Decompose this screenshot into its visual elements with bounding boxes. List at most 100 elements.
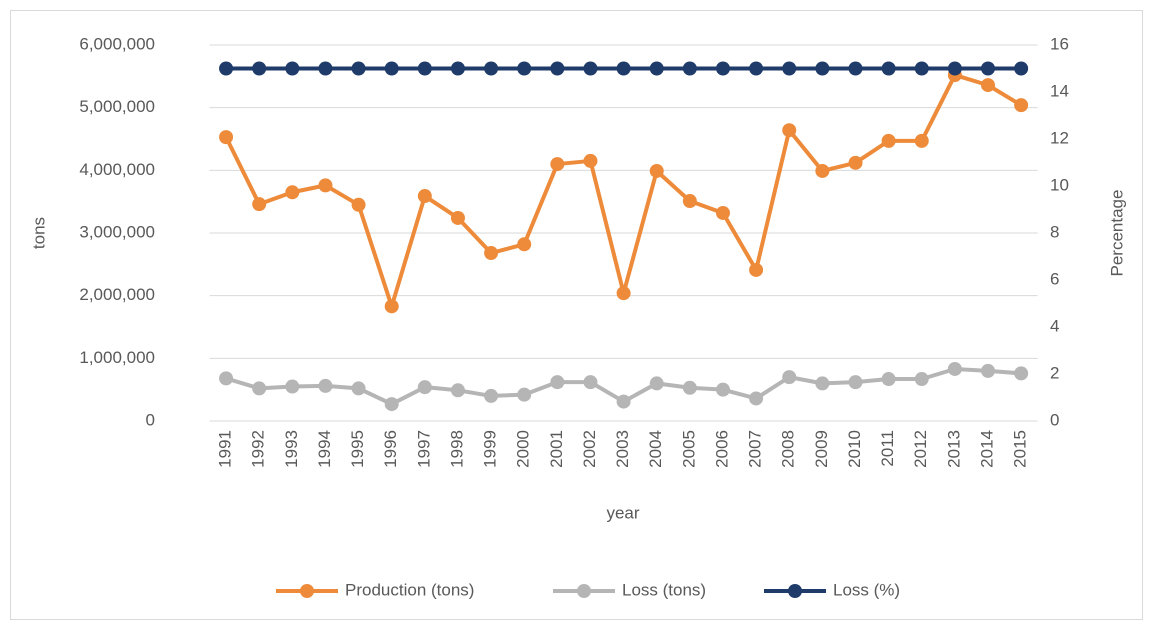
x-tick-label: 2015 <box>1011 430 1030 468</box>
point-marker <box>848 61 863 76</box>
x-tick-label: 2001 <box>547 430 566 468</box>
point-marker <box>450 61 465 76</box>
x-tick-label: 2010 <box>845 430 864 468</box>
y-tick-label: 0 <box>146 410 155 429</box>
point-marker <box>848 375 863 390</box>
point-marker <box>682 194 697 209</box>
point-marker <box>583 375 598 390</box>
x-tick-label: 1993 <box>282 430 301 468</box>
x-tick-label: 1995 <box>348 430 367 468</box>
point-marker <box>318 61 333 76</box>
x-tick-label: 2008 <box>779 430 798 468</box>
point-marker <box>484 61 499 76</box>
point-marker <box>417 380 432 395</box>
point-marker <box>484 388 499 403</box>
point-marker <box>252 197 267 212</box>
y-tick-label: 4,000,000 <box>79 160 155 179</box>
x-tick-label: 1999 <box>481 430 500 468</box>
point-marker <box>219 61 234 76</box>
point-marker <box>517 237 532 252</box>
point-marker <box>782 61 797 76</box>
point-marker <box>649 163 664 178</box>
point-marker <box>351 61 366 76</box>
point-marker <box>848 155 863 170</box>
x-tick-label: 1996 <box>381 430 400 468</box>
point-marker <box>815 61 830 76</box>
point-marker <box>715 382 730 397</box>
y2-axis-title: Percentage <box>1107 190 1126 277</box>
x-tick-label: 1997 <box>414 430 433 468</box>
point-marker <box>417 189 432 204</box>
x-axis-title: year <box>606 503 639 522</box>
x-tick-label: 2004 <box>646 430 665 468</box>
point-marker <box>285 185 300 200</box>
chart-border <box>10 10 1143 620</box>
point-marker <box>517 61 532 76</box>
x-tick-label: 2002 <box>580 430 599 468</box>
point-marker <box>450 210 465 225</box>
y2-tick-label: 4 <box>1050 316 1059 335</box>
point-marker <box>550 157 565 172</box>
point-marker <box>815 163 830 178</box>
point-marker <box>285 61 300 76</box>
y-tick-label: 1,000,000 <box>79 348 155 367</box>
point-marker <box>252 381 267 396</box>
point-marker <box>881 61 896 76</box>
y2-tick-label: 16 <box>1050 34 1069 53</box>
y2-tick-label: 10 <box>1050 175 1069 194</box>
point-marker <box>318 178 333 193</box>
x-tick-label: 1991 <box>216 430 235 468</box>
x-tick-label: 1992 <box>249 430 268 468</box>
y-tick-label: 5,000,000 <box>79 97 155 116</box>
x-tick-label: 2006 <box>712 430 731 468</box>
legend-marker <box>788 584 802 598</box>
x-tick-label: 2007 <box>746 430 765 468</box>
point-marker <box>550 375 565 390</box>
point-marker <box>384 299 399 314</box>
point-marker <box>318 378 333 393</box>
legend-label: Loss (tons) <box>622 580 706 599</box>
point-marker <box>1014 366 1029 381</box>
point-marker <box>649 61 664 76</box>
y2-tick-label: 12 <box>1050 128 1069 147</box>
y-tick-label: 2,000,000 <box>79 285 155 304</box>
point-marker <box>616 61 631 76</box>
point-marker <box>252 61 267 76</box>
point-marker <box>616 286 631 301</box>
point-marker <box>815 376 830 391</box>
point-marker <box>715 61 730 76</box>
x-tick-label: 2000 <box>514 430 533 468</box>
legend-label: Production (tons) <box>345 580 474 599</box>
y-tick-label: 6,000,000 <box>79 34 155 53</box>
point-marker <box>484 246 499 261</box>
point-marker <box>914 61 929 76</box>
x-tick-label: 2012 <box>911 430 930 468</box>
x-tick-label: 2009 <box>812 430 831 468</box>
point-marker <box>219 371 234 386</box>
x-tick-label: 2014 <box>977 430 996 468</box>
point-marker <box>682 61 697 76</box>
point-marker <box>749 61 764 76</box>
legend-marker <box>577 584 591 598</box>
point-marker <box>1014 61 1029 76</box>
point-marker <box>384 397 399 412</box>
point-marker <box>550 61 565 76</box>
y2-tick-label: 14 <box>1050 81 1069 100</box>
point-marker <box>782 123 797 138</box>
y2-tick-label: 0 <box>1050 410 1059 429</box>
point-marker <box>749 262 764 277</box>
x-tick-label: 1998 <box>447 430 466 468</box>
point-marker <box>749 391 764 406</box>
point-marker <box>1014 98 1029 113</box>
point-marker <box>417 61 432 76</box>
point-marker <box>450 383 465 398</box>
point-marker <box>351 197 366 212</box>
point-marker <box>981 78 996 93</box>
point-marker <box>881 133 896 148</box>
point-marker <box>981 61 996 76</box>
x-tick-label: 2003 <box>613 430 632 468</box>
point-marker <box>649 376 664 391</box>
y2-tick-label: 2 <box>1050 363 1059 382</box>
point-marker <box>285 379 300 394</box>
y2-tick-label: 6 <box>1050 269 1059 288</box>
